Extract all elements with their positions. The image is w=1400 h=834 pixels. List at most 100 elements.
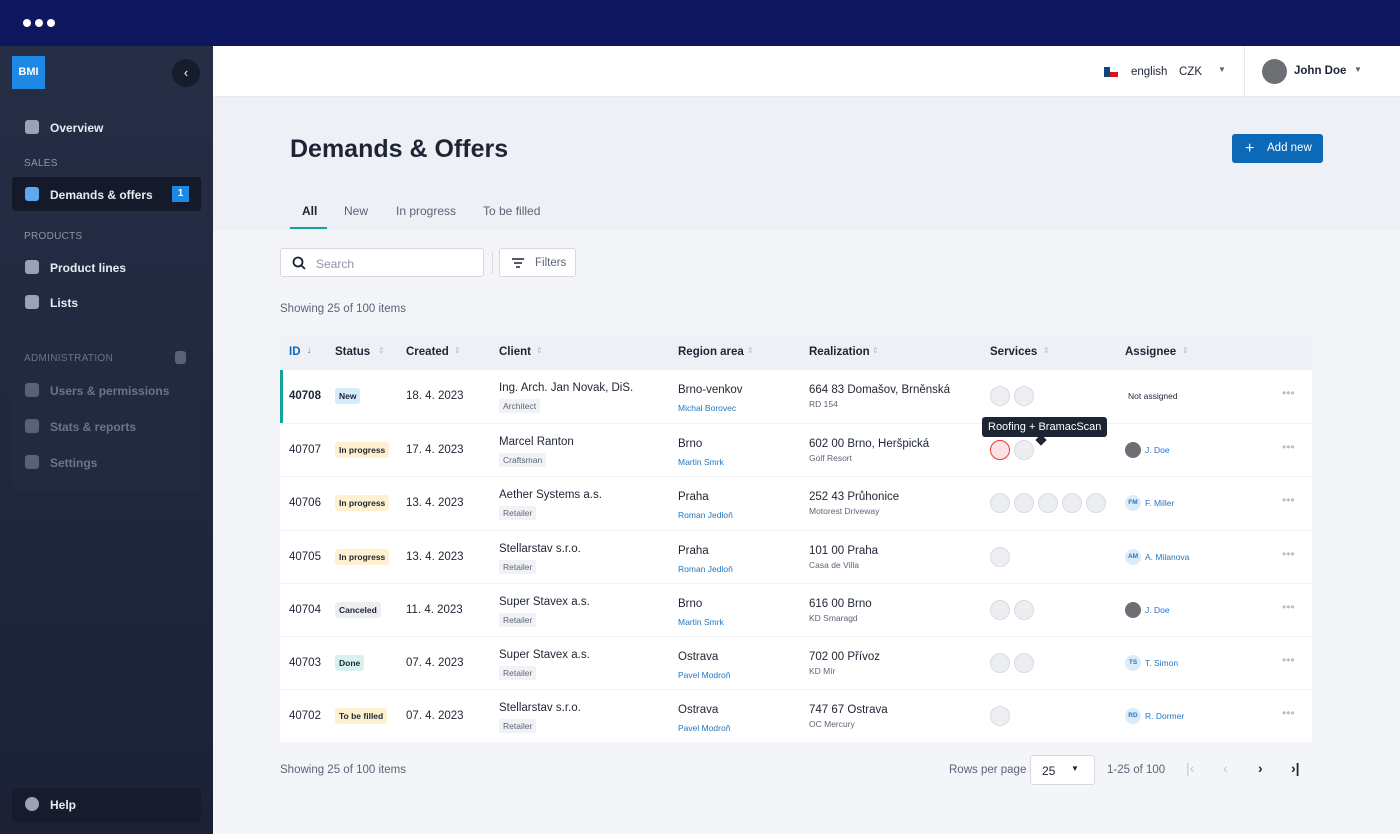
nav-icon	[25, 187, 39, 201]
service-icon[interactable]	[1014, 653, 1034, 673]
filters-button[interactable]: Filters	[499, 248, 576, 277]
region-person[interactable]: Pavel Modroň	[678, 723, 731, 734]
nav-item[interactable]: Overview	[50, 121, 104, 135]
rows-select[interactable]: 25 ▼	[1030, 755, 1095, 785]
client-role: Retailer	[499, 559, 537, 574]
badge: 1	[172, 186, 189, 202]
region-person[interactable]: Pavel Modroň	[678, 670, 731, 680]
region-person[interactable]: Martin Smrk	[678, 616, 724, 627]
column-header[interactable]: Region area	[678, 346, 744, 358]
column-header[interactable]: Client	[499, 346, 531, 358]
row-menu[interactable]: •••	[1282, 546, 1295, 561]
dropdown-arrow[interactable]: ▼	[1218, 65, 1226, 74]
row-menu[interactable]: •••	[1282, 653, 1295, 667]
assignee[interactable]: J. Doe	[1145, 604, 1170, 615]
currency[interactable]: CZK	[1179, 66, 1202, 78]
sort-icon[interactable]: ⇕	[378, 346, 385, 355]
region-person[interactable]: Michal Borovec	[678, 403, 737, 413]
realization-note: Casa de Villa	[809, 559, 859, 570]
table-row[interactable]: 40708 New 18. 4. 2023 Ing. Arch. Jan Novak,…	[280, 370, 1312, 423]
language[interactable]: english	[1131, 66, 1168, 78]
sort-icon[interactable]: ⇕	[1043, 346, 1050, 355]
table-row[interactable]: 40703 Done 07. 4. 2023 Super Stavex a.s. Ret…	[280, 636, 1312, 689]
column-header[interactable]: Realization	[809, 346, 870, 358]
realization-note: Golf Resort	[809, 453, 852, 464]
realization-note: RD 154	[809, 399, 838, 409]
service-icon[interactable]	[990, 706, 1010, 727]
table-row[interactable]: 40705 In progress 13. 4. 2023 Stellarstav s…	[280, 529, 1312, 583]
service-icon[interactable]	[1014, 440, 1034, 461]
tab[interactable]: In progress	[396, 204, 457, 218]
service-icon[interactable]	[990, 386, 1010, 406]
sort-icon[interactable]: ⇕	[1182, 346, 1189, 355]
dropdown-arrow[interactable]: ▼	[1354, 65, 1362, 74]
column-header[interactable]: Status	[335, 346, 371, 358]
tab[interactable]: New	[344, 204, 369, 218]
sort-icon[interactable]: ⇕	[872, 346, 879, 355]
assignee[interactable]: R. Dormer	[1145, 711, 1185, 722]
service-icon[interactable]	[1062, 493, 1082, 514]
region-person[interactable]: Martin Smrk	[678, 457, 724, 468]
first-page: |‹	[1186, 760, 1195, 776]
nav-icon	[25, 383, 39, 397]
table-row[interactable]: 40707 In progress 17. 4. 2023 Marcel Ranton…	[280, 423, 1312, 476]
last-page[interactable]: ›|	[1291, 760, 1300, 776]
row-menu[interactable]: •••	[1282, 440, 1295, 455]
sort-icon[interactable]: ⇕	[747, 346, 754, 355]
column-header[interactable]: ID	[289, 346, 301, 358]
item-count: Showing 25 of 100 items	[280, 303, 406, 315]
collapse-button[interactable]: ‹	[172, 59, 200, 87]
nav-item[interactable]: Demands & offers	[50, 188, 153, 202]
assignee[interactable]: A. Milanova	[1145, 551, 1190, 562]
assignee[interactable]: F. Miller	[1145, 498, 1175, 509]
service-icon[interactable]	[990, 493, 1010, 514]
tab[interactable]: To be filled	[483, 204, 541, 218]
active-nav[interactable]	[12, 177, 201, 211]
service-icon[interactable]	[1014, 599, 1034, 620]
nav-item[interactable]: Help	[50, 798, 77, 812]
tab[interactable]: All	[302, 204, 318, 218]
column-header[interactable]: Created	[406, 346, 449, 358]
logo[interactable]: BMI	[12, 56, 45, 89]
service-icon[interactable]	[1038, 493, 1058, 514]
sort-icon[interactable]: ↓	[307, 346, 311, 355]
service-icon[interactable]	[990, 599, 1010, 620]
nav-item[interactable]: Lists	[50, 296, 79, 310]
help-button[interactable]	[12, 788, 201, 822]
row-id: 40707	[289, 444, 321, 457]
user-name[interactable]: John Doe	[1294, 65, 1347, 77]
divider	[492, 252, 493, 274]
avatar[interactable]	[1262, 59, 1287, 84]
column-header[interactable]: Services	[990, 346, 1038, 358]
add-button[interactable]: Add new	[1232, 134, 1323, 163]
table-row[interactable]: 40704 Canceled 11. 4. 2023 Super Stavex a.s…	[280, 582, 1312, 636]
nav-icon	[25, 419, 39, 433]
row-menu[interactable]: •••	[1282, 599, 1295, 614]
service-icon[interactable]	[1014, 386, 1034, 406]
nav-item[interactable]: Product lines	[50, 261, 127, 275]
row-menu[interactable]: •••	[1282, 493, 1295, 508]
next-page[interactable]: ›	[1258, 760, 1263, 776]
region-person[interactable]: Roman Jedloň	[678, 563, 733, 574]
service-icon[interactable]	[1014, 493, 1034, 514]
row-menu[interactable]: •••	[1282, 386, 1295, 400]
service-icon[interactable]	[990, 440, 1010, 461]
assignee[interactable]: J. Doe	[1145, 445, 1170, 456]
service-icon[interactable]	[990, 546, 1010, 567]
status-badge: In progress	[335, 548, 390, 565]
column-header[interactable]: Assignee	[1125, 346, 1177, 358]
item-count: Showing 25 of 100 items	[280, 764, 406, 776]
table-row[interactable]: 40706 In progress 13. 4. 2023 Aether System…	[280, 476, 1312, 529]
sort-icon[interactable]: ⇕	[454, 346, 461, 355]
sort-icon[interactable]: ⇕	[536, 346, 543, 355]
section-title: ADMINISTRATION	[24, 353, 114, 364]
service-icon[interactable]	[990, 653, 1010, 673]
search-input[interactable]: Search	[280, 248, 484, 277]
region-person[interactable]: Roman Jedloň	[678, 510, 733, 521]
assignee[interactable]: T. Simon	[1145, 658, 1179, 668]
tooltip: Roofing + BramacScan	[982, 417, 1108, 437]
service-icon[interactable]	[1086, 493, 1106, 514]
row-menu[interactable]: •••	[1282, 706, 1295, 721]
table-row[interactable]: 40702 To be filled 07. 4. 2023 Stellarstav …	[280, 689, 1312, 742]
